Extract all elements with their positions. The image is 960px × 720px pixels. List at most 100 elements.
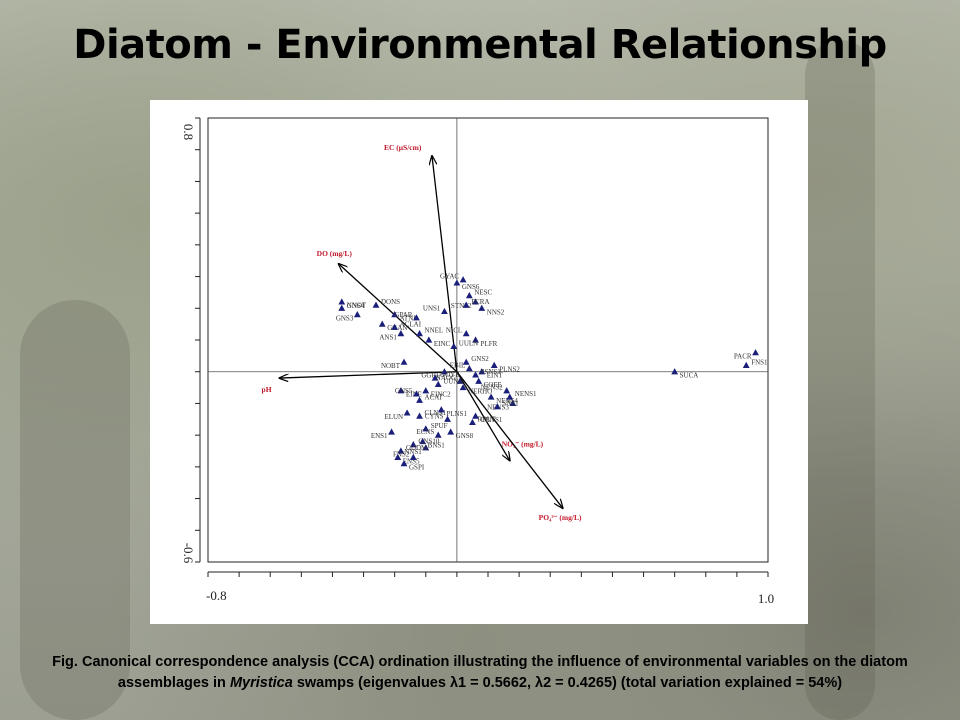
species-label: NNS1 [404,448,422,456]
species-label: PLFR [481,340,498,348]
species-label: SNS1 [502,400,519,408]
species-point [419,437,427,445]
background-foliage [805,40,875,720]
species-point [472,298,479,305]
species-point [509,399,517,407]
species-label: GNS4 [347,302,365,310]
species-point [472,371,479,378]
species-label: FCRA [471,298,489,306]
species-label: CLNS1 [425,409,447,417]
species-label: STNS2 [451,302,472,310]
species-point [391,311,399,318]
species-point [397,330,405,337]
species-label: NICL [446,327,462,335]
species-point [416,412,423,419]
species-point [478,368,486,375]
species-point [450,342,458,349]
species-point [475,377,483,384]
species-point [671,368,679,375]
species-label: UULN [459,339,478,347]
species-label: EINC2 [431,391,451,399]
species-label: EINC [434,340,451,348]
species-point [416,396,423,403]
species-label: NERHO [468,388,492,396]
species-point [400,358,408,365]
species-point [416,330,423,337]
species-label: EBIL [450,362,466,370]
species-label: GNS8 [456,432,474,440]
species-point [391,323,399,330]
species-point [397,387,405,394]
species-label: GSPI [409,464,425,472]
species-label: FNS2 [393,450,410,458]
species-point [453,279,461,286]
species-label: GGRE [421,372,440,380]
species-point [338,304,346,311]
species-point [441,368,448,375]
species-point [472,412,479,419]
species-point [422,425,430,432]
cca-chart-panel: EC (μS/cm) DO (mg/L) pH NO₃⁻ (mg/L) PO₄³⁻ (m… [150,100,808,624]
species-point [400,460,408,467]
species-point [459,383,467,391]
species-point [462,330,470,337]
species-label: GNS10 [418,438,440,446]
slide-title: Diatom - Environmental Relationship [73,22,887,68]
species-label: GNS2 [471,355,489,363]
species-point [413,314,420,321]
species-point [462,358,470,365]
species-label: GYAC [440,273,459,281]
x-tick-label-min: -0.8 [206,588,227,603]
species-label: BNS1 [428,441,446,449]
species-label: GPAR [394,311,412,319]
caption-text: Fig. Canonical correspondence analysis (… [52,654,908,691]
species-point [422,444,430,451]
species-point [441,307,448,315]
species-label: PACR [734,353,752,361]
species-point [752,349,759,356]
species-label: CYNS [425,412,444,420]
env-vector-label: PO₄³⁻ (mg/L) [539,513,582,522]
species-label: UNS1 [423,304,441,312]
plot-frame [207,117,769,563]
species-point [425,336,433,343]
species-label: PLNS1 [446,410,467,418]
env-vector-arrow [280,371,457,378]
species-label: SUCA [680,372,699,380]
figure-caption: Fig. Canonical correspondence analysis (… [10,652,950,694]
env-vector-arrow [432,156,458,372]
species-point [465,292,473,299]
species-point [409,441,417,448]
env-vector-label: DO (mg/L) [317,249,353,258]
species-point [469,418,476,426]
species-label: ECNS [416,428,434,436]
species-label: GDDM [406,444,428,452]
env-vector-arrow [456,371,510,461]
species-point [353,311,361,318]
species-point [434,380,442,387]
species-label: EINE [406,391,422,399]
species-label: GOYE [440,371,459,379]
species-point [413,390,420,397]
env-vector-arrow [339,264,458,373]
species-point [456,377,464,384]
species-point [462,301,470,308]
env-vector-label: EC (μS/cm) [384,143,422,152]
env-vector-label: pH [262,385,272,394]
species-label: COFE [484,381,502,389]
species-label: NNEL [425,327,444,335]
species-point [437,406,445,413]
species-point [409,453,417,460]
species-point [397,447,405,454]
species-label: GNS6 [462,283,480,291]
species-point [422,387,430,394]
species-point [490,361,498,368]
species-label: PLNS2 [499,365,520,373]
species-label: CBNS1 [481,416,503,424]
species-label: ATNI [400,315,417,323]
species-label: NENS2 [481,384,503,392]
caption-italic-text: Myristica [229,675,293,691]
species-label: ACAT [425,393,444,401]
y-tick-label-min: -0.6 [181,543,196,564]
species-label: UUNG [443,377,463,385]
